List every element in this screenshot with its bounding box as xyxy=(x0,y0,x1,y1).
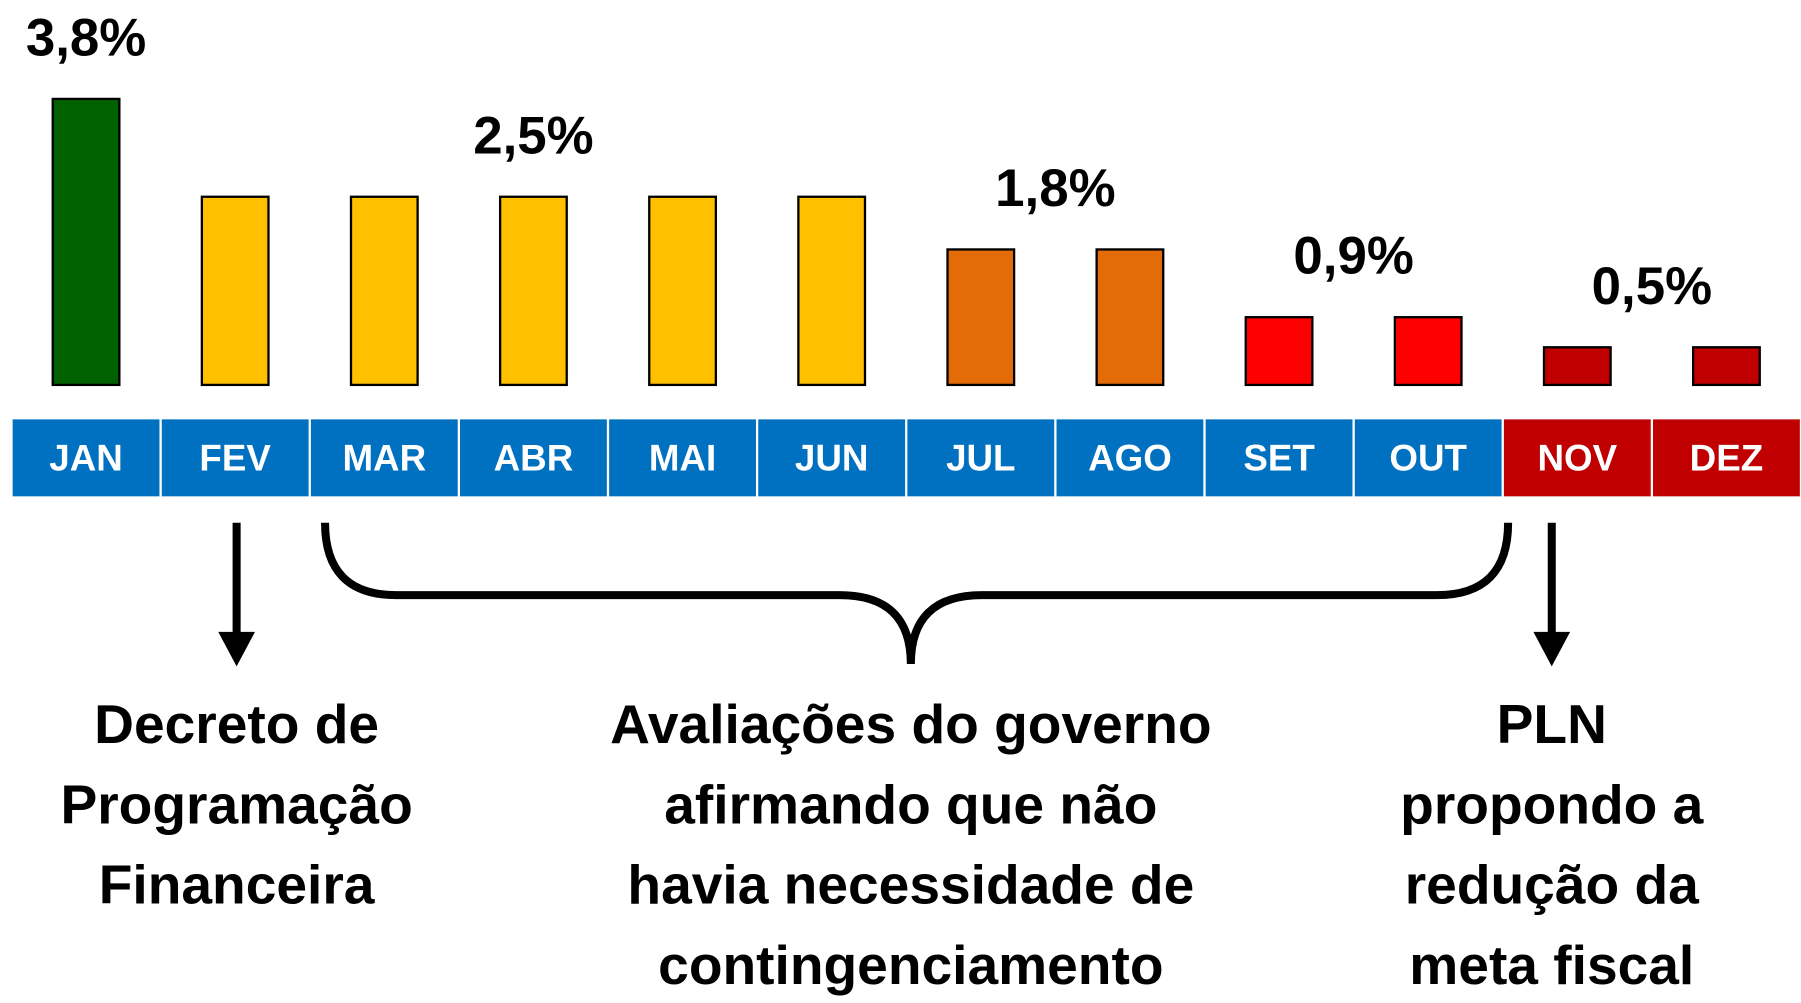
bar xyxy=(1691,346,1761,387)
bar xyxy=(200,195,270,387)
annotation-text: redução da xyxy=(1405,854,1700,916)
category-cell xyxy=(1205,419,1353,497)
x-tick-label: NOV xyxy=(1537,437,1617,478)
x-tick-label: ABR xyxy=(494,437,574,478)
x-tick-label: MAI xyxy=(649,437,716,478)
value-label: 3,8% xyxy=(26,8,146,67)
value-label: 0,9% xyxy=(1293,227,1413,286)
value-label: 2,5% xyxy=(473,106,593,165)
arrow-head xyxy=(1533,631,1571,667)
annotation-text: Avaliações do governo xyxy=(610,693,1211,755)
bar xyxy=(1244,316,1314,387)
annotation-text: contingenciamento xyxy=(658,934,1163,996)
x-tick-label: DEZ xyxy=(1690,437,1764,478)
x-tick-label: JAN xyxy=(49,437,123,478)
category-cell xyxy=(907,419,1055,497)
bar xyxy=(51,97,121,387)
annotation-text: Financeira xyxy=(99,854,376,916)
bar xyxy=(1542,346,1612,387)
category-cell xyxy=(310,419,458,497)
category-cell xyxy=(1503,419,1651,497)
x-tick-label: OUT xyxy=(1389,437,1467,478)
x-tick-label: MAR xyxy=(342,437,426,478)
value-label: 1,8% xyxy=(995,159,1115,218)
category-cell xyxy=(1056,419,1204,497)
x-tick-label: JUN xyxy=(795,437,869,478)
annotation-text: Decreto de xyxy=(94,693,379,755)
category-cell xyxy=(1354,419,1502,497)
bar xyxy=(1095,248,1165,387)
bar xyxy=(349,195,419,387)
annotation-text: PLN xyxy=(1497,693,1607,755)
category-cell xyxy=(1653,419,1800,497)
annotation-text: meta fiscal xyxy=(1409,934,1694,996)
arrow-head xyxy=(218,631,255,667)
annotation-text: afirmando que não xyxy=(664,773,1157,835)
value-label: 0,5% xyxy=(1592,257,1712,316)
category-cell xyxy=(161,419,309,497)
bar xyxy=(1393,316,1463,387)
category-cell xyxy=(758,419,906,497)
x-tick-label: SET xyxy=(1243,437,1315,478)
x-tick-label: FEV xyxy=(199,437,271,478)
bar xyxy=(498,195,568,387)
category-cell xyxy=(460,419,607,497)
x-tick-label: AGO xyxy=(1088,437,1172,478)
annotation-text: Programação xyxy=(60,773,412,835)
annotation-text: havia necessidade de xyxy=(627,854,1194,916)
brace xyxy=(321,522,1513,665)
annotation-text: propondo a xyxy=(1400,773,1704,835)
bar xyxy=(946,248,1016,387)
category-cell xyxy=(12,419,160,497)
bar xyxy=(797,195,867,387)
x-tick-label: JUL xyxy=(946,437,1015,478)
bar xyxy=(648,195,718,387)
category-cell xyxy=(609,419,756,497)
